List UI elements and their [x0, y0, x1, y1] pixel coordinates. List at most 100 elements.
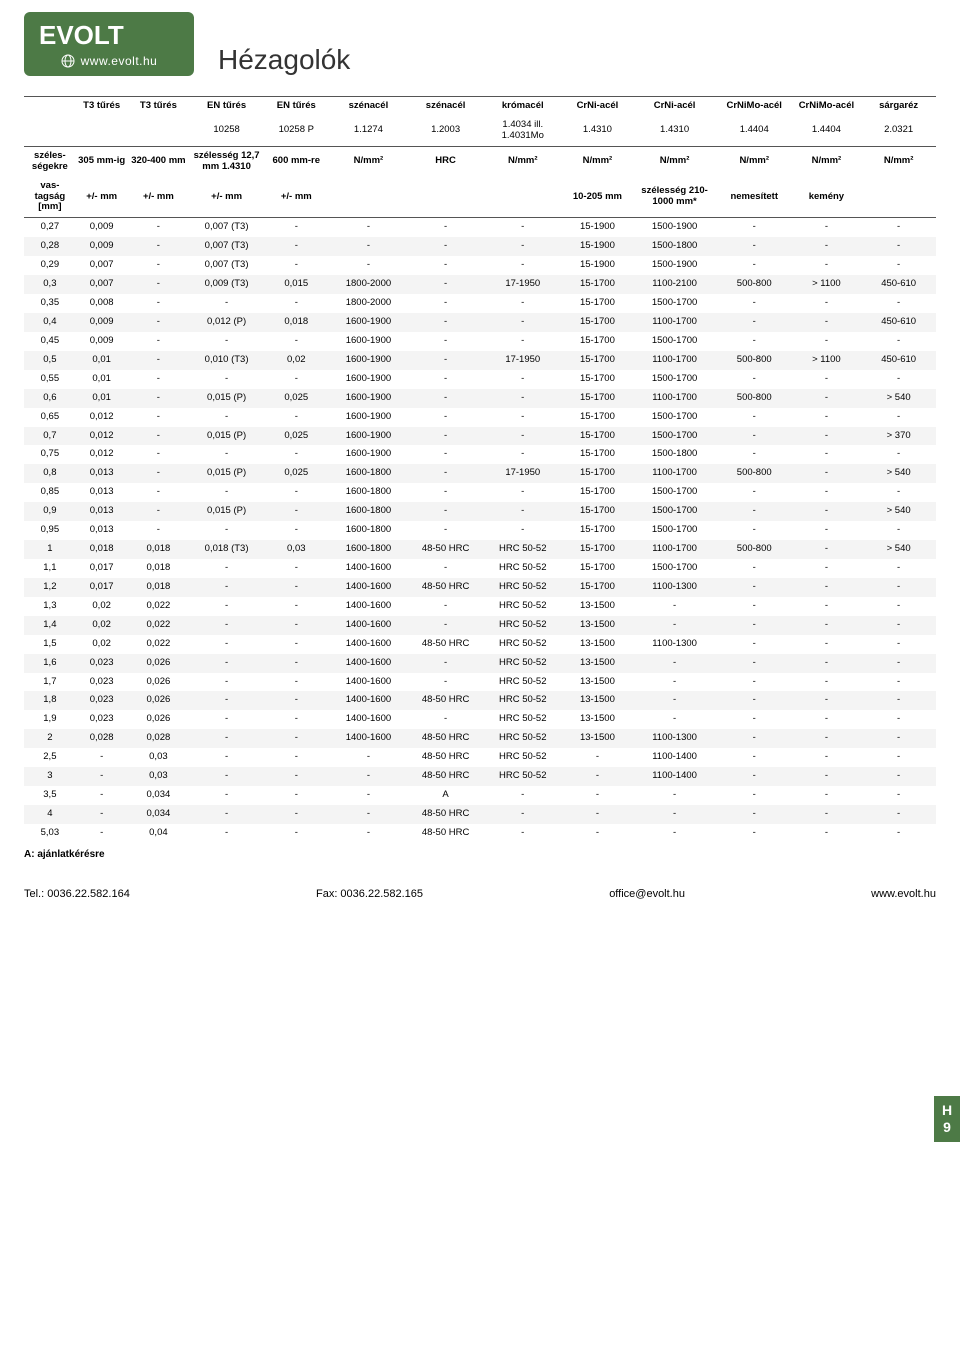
- table-cell: -: [717, 786, 792, 805]
- table-cell: HRC 50-52: [483, 710, 563, 729]
- table-cell: -: [128, 427, 190, 446]
- table-cell: 1500-1700: [632, 408, 717, 427]
- table-cell: 500-800: [717, 464, 792, 483]
- table-cell: -: [189, 597, 264, 616]
- table-cell: > 540: [861, 389, 936, 408]
- table-cell: 1100-1700: [632, 540, 717, 559]
- table-cell: 1400-1600: [329, 559, 409, 578]
- table-cell: A: [408, 786, 483, 805]
- table-row: 1,50,020,022--1400-160048-50 HRCHRC 50-5…: [24, 635, 936, 654]
- table-cell: -: [128, 464, 190, 483]
- table-cell: -: [717, 256, 792, 275]
- table-cell: 4: [24, 805, 76, 824]
- table-cell: -: [792, 767, 862, 786]
- table-cell: 48-50 HRC: [408, 748, 483, 767]
- table-cell: 5,03: [24, 824, 76, 843]
- table-cell: -: [264, 805, 329, 824]
- table-cell: -: [483, 313, 563, 332]
- page-footer: Tel.: 0036.22.582.164 Fax: 0036.22.582.1…: [24, 888, 936, 900]
- table-cell: -: [128, 256, 190, 275]
- header-cell: 305 mm-ig: [76, 146, 128, 176]
- table-cell: -: [264, 635, 329, 654]
- header-cell: HRC: [408, 146, 483, 176]
- table-cell: -: [792, 540, 862, 559]
- table-cell: 15-1700: [563, 559, 633, 578]
- table-cell: 1100-2100: [632, 275, 717, 294]
- table-cell: -: [861, 710, 936, 729]
- table-row: 1,20,0170,018--1400-160048-50 HRCHRC 50-…: [24, 578, 936, 597]
- table-cell: -: [792, 635, 862, 654]
- table-cell: -: [264, 729, 329, 748]
- header-cell: 10258 P: [264, 116, 329, 146]
- table-cell: -: [717, 805, 792, 824]
- table-cell: -: [408, 218, 483, 237]
- footer-tel: Tel.: 0036.22.582.164: [24, 888, 130, 900]
- table-cell: 13-1500: [563, 654, 633, 673]
- table-cell: > 370: [861, 427, 936, 446]
- header-cell: [24, 116, 76, 146]
- table-cell: -: [717, 635, 792, 654]
- header-cell: szénacél: [408, 97, 483, 116]
- table-cell: > 540: [861, 502, 936, 521]
- table-cell: 15-1700: [563, 294, 633, 313]
- table-cell: -: [408, 616, 483, 635]
- table-cell: -: [264, 483, 329, 502]
- table-cell: 1,3: [24, 597, 76, 616]
- table-cell: 1500-1700: [632, 427, 717, 446]
- table-cell: -: [632, 654, 717, 673]
- table-cell: 0,028: [128, 729, 190, 748]
- table-cell: 0,025: [264, 464, 329, 483]
- header-cell: [128, 116, 190, 146]
- table-cell: -: [861, 691, 936, 710]
- brand-logo-text: EVOLT: [39, 20, 124, 50]
- table-cell: 500-800: [717, 275, 792, 294]
- header-cell: CrNiMo-acél: [717, 97, 792, 116]
- table-cell: 0,022: [128, 635, 190, 654]
- table-cell: 15-1700: [563, 408, 633, 427]
- table-cell: -: [128, 483, 190, 502]
- table-cell: -: [792, 805, 862, 824]
- table-cell: -: [264, 408, 329, 427]
- table-cell: 0,012: [76, 445, 128, 464]
- table-cell: 0,45: [24, 332, 76, 351]
- table-row: 0,550,01---1600-1900--15-17001500-1700--…: [24, 370, 936, 389]
- table-cell: 13-1500: [563, 710, 633, 729]
- table-cell: -: [329, 786, 409, 805]
- table-cell: 48-50 HRC: [408, 805, 483, 824]
- table-cell: 0,03: [264, 540, 329, 559]
- table-cell: -: [792, 218, 862, 237]
- table-cell: 0,012: [76, 427, 128, 446]
- table-cell: -: [329, 237, 409, 256]
- table-cell: 0,7: [24, 427, 76, 446]
- table-cell: 0,04: [128, 824, 190, 843]
- evolt-logo-icon: EVOLT: [39, 20, 179, 50]
- table-cell: 0,009: [76, 237, 128, 256]
- table-cell: -: [717, 445, 792, 464]
- table-cell: 17-1950: [483, 464, 563, 483]
- table-cell: -: [563, 767, 633, 786]
- header-cell: EN tűrés: [189, 97, 264, 116]
- table-cell: -: [717, 483, 792, 502]
- table-cell: -: [717, 408, 792, 427]
- table-cell: -: [861, 445, 936, 464]
- table-cell: -: [264, 521, 329, 540]
- table-cell: 15-1900: [563, 237, 633, 256]
- table-cell: 15-1900: [563, 256, 633, 275]
- header-cell: N/mm²: [329, 146, 409, 176]
- table-cell: -: [264, 332, 329, 351]
- table-cell: 15-1700: [563, 540, 633, 559]
- table-cell: HRC 50-52: [483, 654, 563, 673]
- table-cell: 0,018: [76, 540, 128, 559]
- table-cell: -: [563, 805, 633, 824]
- table-cell: -: [264, 559, 329, 578]
- table-cell: -: [408, 483, 483, 502]
- table-cell: 0,02: [76, 597, 128, 616]
- table-cell: 1500-1800: [632, 237, 717, 256]
- table-cell: 1600-1800: [329, 464, 409, 483]
- table-cell: 500-800: [717, 540, 792, 559]
- table-cell: 0,75: [24, 445, 76, 464]
- table-cell: -: [189, 616, 264, 635]
- table-cell: 0,5: [24, 351, 76, 370]
- table-cell: -: [408, 445, 483, 464]
- table-cell: 0,013: [76, 483, 128, 502]
